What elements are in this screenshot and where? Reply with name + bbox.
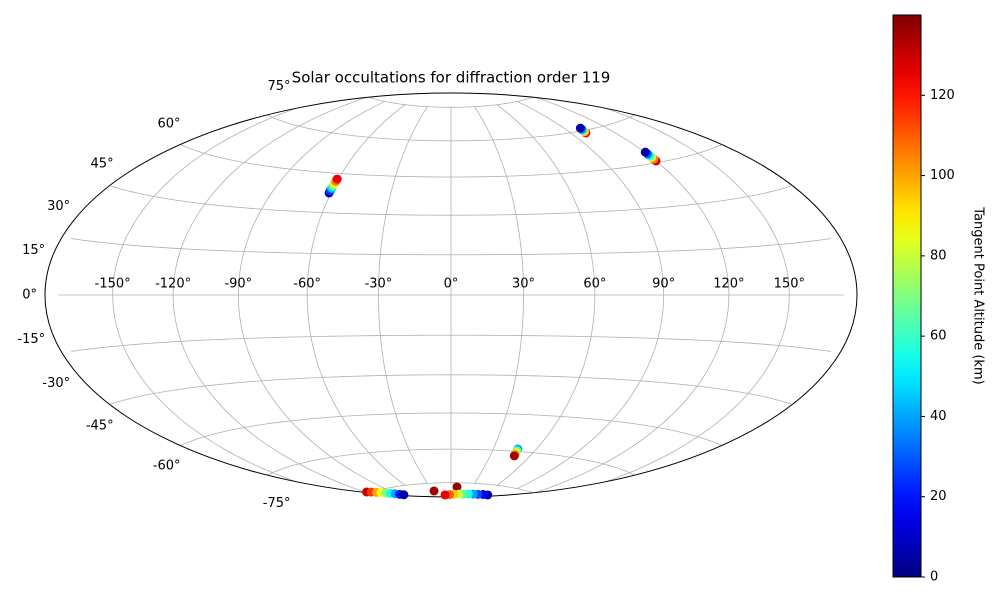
- colorbar-label: Tangent Point Altitude (km): [971, 206, 986, 384]
- x-tick-label: -90°: [224, 277, 252, 292]
- colorbar-tick-label: 20: [930, 489, 947, 504]
- colorbar-tick-label: 60: [930, 329, 947, 344]
- grid-line: [172, 412, 730, 450]
- point: [399, 490, 409, 500]
- grid-line: [254, 105, 648, 142]
- x-tick-label: -150°: [95, 277, 131, 292]
- y-tick-label: 15°: [22, 243, 45, 258]
- y-tick-label: 75°: [267, 79, 290, 94]
- colorbar-tick-label: 80: [930, 248, 947, 263]
- grid: [58, 93, 844, 497]
- y-tick-label: -75°: [263, 496, 291, 511]
- point: [509, 451, 519, 461]
- x-tick-label: 30°: [512, 277, 535, 292]
- y-tick-label: 45°: [91, 157, 114, 172]
- y-tick-label: -30°: [42, 376, 70, 391]
- point: [575, 123, 585, 133]
- x-tick-label: -120°: [155, 277, 191, 292]
- x-tick-label: 60°: [583, 277, 606, 292]
- point: [440, 490, 450, 500]
- points: [324, 123, 661, 500]
- y-tick-label: -60°: [153, 459, 181, 474]
- colorbar-tick-label: 0: [930, 570, 938, 585]
- x-tick-label: 90°: [652, 277, 675, 292]
- colorbar-ticks: 0 20 40 60 80 100 120: [921, 88, 955, 585]
- x-tick-label: 0°: [444, 277, 459, 292]
- colorbar-tick-label: 100: [930, 168, 955, 183]
- grid-line: [110, 185, 792, 216]
- chart-title: Solar occultations for diffraction order…: [292, 69, 611, 87]
- colorbar: [892, 14, 922, 578]
- colorbar-tick-label: 120: [930, 88, 955, 103]
- grid-line: [254, 448, 648, 485]
- grid-line: [71, 334, 831, 352]
- point: [332, 174, 342, 184]
- point: [640, 147, 650, 157]
- point: [429, 486, 439, 496]
- x-tick-label: -60°: [293, 277, 321, 292]
- x-tick-label: 150°: [774, 277, 805, 292]
- point: [452, 482, 462, 492]
- y-tick-label: -15°: [17, 332, 45, 347]
- grid-line: [110, 374, 792, 405]
- x-tick-label: -30°: [365, 277, 393, 292]
- colorbar-tick-label: 40: [930, 409, 947, 424]
- y-tick-label: -45°: [86, 418, 114, 433]
- y-tick-label: 30°: [47, 199, 70, 214]
- y-tick-label: 60°: [157, 116, 180, 131]
- tick-labels: -150° -120° -90° -60° -30° 0° 30° 60° 90° 120° 150…: [17, 79, 805, 511]
- y-tick-label: 0°: [22, 288, 37, 303]
- grid-line: [71, 238, 831, 256]
- x-tick-label: 120°: [713, 277, 744, 292]
